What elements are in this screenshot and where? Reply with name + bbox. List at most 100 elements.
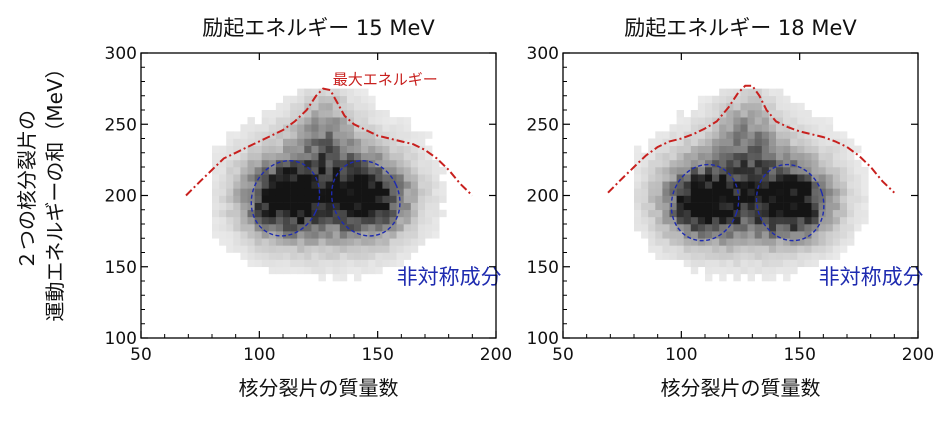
heatmap-cell [268, 110, 277, 118]
heatmap-cell [740, 195, 748, 203]
heatmap-cell [304, 110, 312, 118]
heatmap-cell [396, 138, 404, 146]
heatmap-cell [339, 273, 348, 282]
heatmap-cell [683, 259, 692, 268]
heatmap-cell [733, 181, 741, 189]
heatmap-cell [804, 209, 812, 218]
heatmap-cell [683, 152, 692, 161]
heatmap-cell [648, 181, 656, 189]
heatmap-cell [754, 124, 763, 132]
heatmap-cell [648, 238, 656, 246]
heatmap-cell [797, 209, 805, 218]
heatmap-cell [790, 167, 798, 175]
heatmap-cell [825, 245, 834, 253]
heatmap-cell [361, 102, 369, 111]
heatmap-cell [726, 124, 734, 132]
y-tick-label: 250 [527, 115, 559, 135]
heatmap-cell [705, 259, 713, 268]
heatmap-cell [719, 216, 727, 225]
heatmap-cell [354, 95, 362, 104]
heatmap-cell [346, 110, 355, 118]
heatmap-cell [254, 131, 262, 139]
heatmap-cell [712, 102, 720, 111]
heatmap-cell [261, 138, 270, 146]
heatmap-cell [839, 159, 848, 168]
heatmap-cell [325, 209, 333, 218]
heatmap-cell [641, 224, 649, 232]
heatmap-cell [754, 95, 763, 104]
heatmap-cell [768, 174, 777, 182]
heatmap-cell [776, 138, 784, 146]
heatmap-cell [776, 181, 784, 189]
heatmap-cell [339, 131, 348, 139]
heatmap-cell [396, 231, 404, 239]
heatmap-cell [233, 131, 241, 139]
heatmap-cell [747, 273, 755, 282]
heatmap-cell [268, 124, 277, 132]
heatmap-cell [754, 231, 763, 239]
heatmap-cell [311, 252, 319, 260]
heatmap-cell [283, 167, 291, 175]
heatmap-cell [254, 231, 262, 239]
heatmap-cell [318, 131, 326, 139]
heatmap-cell [839, 202, 848, 211]
heatmap-cell [790, 181, 798, 189]
heatmap-cell [754, 188, 763, 196]
heatmap-cell [733, 195, 741, 203]
heatmap-cell [396, 259, 404, 268]
heatmap-cell [690, 209, 699, 218]
heatmap-cell [861, 202, 869, 211]
heatmap-cell [339, 209, 348, 218]
heatmap-cell [641, 167, 649, 175]
heatmap-cell [304, 188, 312, 196]
heatmap-cell [361, 152, 369, 161]
heatmap-cell [712, 152, 720, 161]
heatmap-cell [318, 167, 326, 175]
heatmap-cell [669, 245, 677, 253]
heatmap-cell [403, 124, 412, 132]
heatmap-cell [662, 238, 670, 246]
heatmap-cell [382, 224, 390, 232]
heatmap-cell [790, 238, 798, 246]
heatmap-cell [740, 117, 748, 125]
heatmap-cell [403, 138, 412, 146]
heatmap-cell [655, 224, 663, 232]
heatmap-cell [425, 216, 433, 225]
heatmap-cell [425, 152, 433, 161]
heatmap-cell [403, 131, 412, 139]
heatmap-cell [261, 231, 270, 239]
heatmap-cell [676, 117, 684, 125]
heatmap-cell [683, 224, 692, 232]
heatmap-cell [425, 174, 433, 182]
heatmap-cell [811, 145, 819, 154]
heatmap-cell [733, 159, 741, 168]
heatmap-cell [212, 181, 220, 189]
heatmap-cell [690, 231, 699, 239]
heatmap-cell [432, 167, 440, 175]
heatmap-cell [226, 209, 234, 218]
heatmap-cell [346, 231, 355, 239]
heatmap-cell [648, 159, 656, 168]
heatmap-cell [311, 131, 319, 139]
heatmap-cell [283, 252, 291, 260]
heatmap-cell [818, 224, 826, 232]
heatmap-cell [275, 224, 284, 232]
heatmap-cell [233, 181, 241, 189]
heatmap-cell [325, 224, 333, 232]
heatmap-cell [854, 181, 862, 189]
heatmap-cell [219, 202, 227, 211]
heatmap-cell [854, 159, 862, 168]
heatmap-cell [346, 117, 355, 125]
heatmap-cell [761, 145, 770, 154]
heatmap-cell [861, 167, 869, 175]
heatmap-cell [747, 195, 755, 203]
heatmap-cell [304, 88, 312, 97]
heatmap-cell [797, 117, 805, 125]
heatmap-cell [354, 273, 362, 282]
heatmap-cell [261, 124, 270, 132]
heatmap-cell [275, 259, 284, 268]
heatmap-cell [804, 145, 812, 154]
heatmap-cell [754, 238, 763, 246]
heatmap-cell [740, 131, 748, 139]
heatmap-cell [676, 159, 684, 168]
